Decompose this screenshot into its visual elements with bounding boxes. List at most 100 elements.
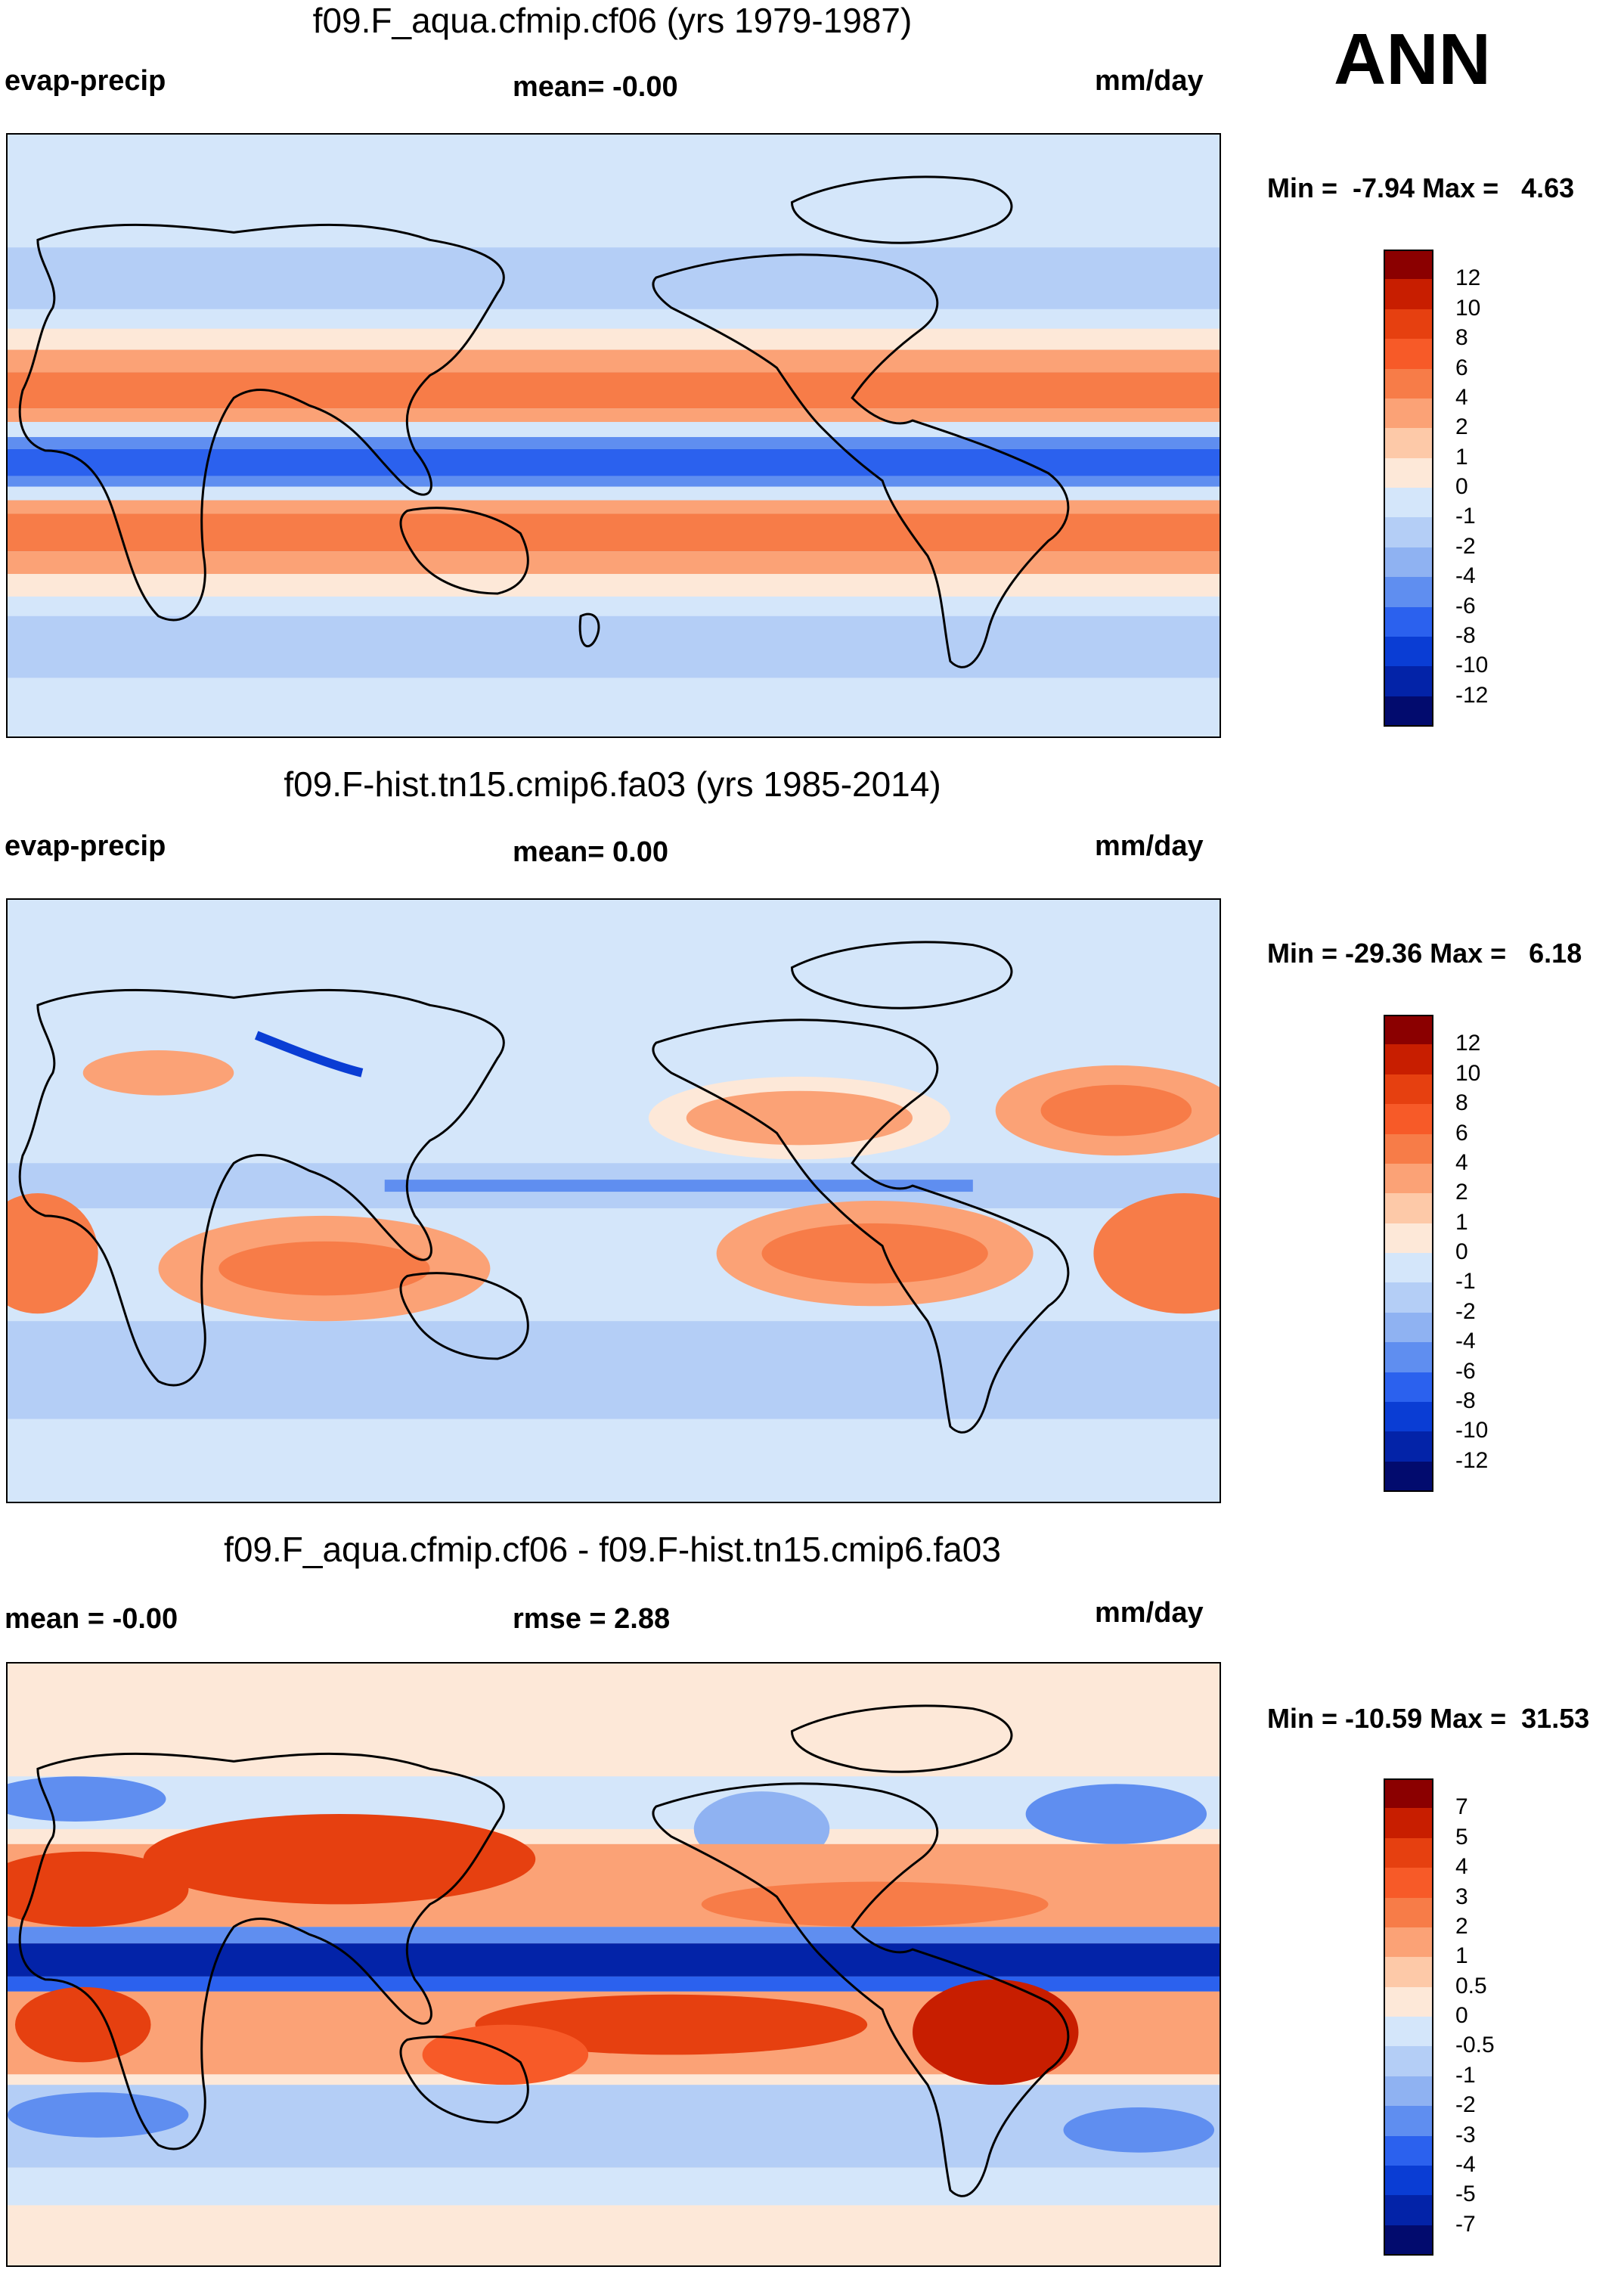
nh-atlantic-neg: [1025, 1784, 1207, 1844]
colorbar-2-segment: [1384, 1104, 1433, 1134]
colorbar-1-label: 10: [1455, 295, 1481, 321]
colorbar-2-segment: [1384, 1372, 1433, 1403]
sh-indian-high-core: [218, 1241, 430, 1296]
colorbar-2-label: -8: [1455, 1388, 1476, 1413]
colorbar-1-label: 0: [1455, 474, 1468, 499]
panel-3-itcz-edge-s: [8, 1976, 1220, 1992]
colorbar-3-segment: [1384, 1808, 1433, 1839]
colorbar-3-segment: [1384, 2195, 1433, 2226]
colorbar-2-label: 10: [1455, 1060, 1481, 1086]
colorbar-2-label: 12: [1455, 1031, 1481, 1056]
colorbar-3-segment: [1384, 1778, 1433, 1809]
colorbar-2-label: 0: [1455, 1239, 1468, 1264]
e-pacific-pos: [701, 1881, 1049, 1927]
panel-3-title: f09.F_aqua.cfmip.cf06 - f09.F-hist.tn15.…: [224, 1530, 1001, 1569]
band-sh-transition: [8, 574, 1220, 597]
colorbar-3-label: 1: [1455, 1943, 1468, 1969]
colorbar-1-segment: [1384, 339, 1433, 369]
s-africa-pos: [14, 1986, 151, 2063]
band-itcz-edge-n: [8, 422, 1220, 437]
colorbar-3-label: -3: [1455, 2122, 1476, 2147]
colorbar-3-label: -0.5: [1455, 2033, 1495, 2058]
colorbar-3-segment: [1384, 1986, 1433, 2017]
colorbar-1-label: 6: [1455, 355, 1468, 380]
nh-atlantic-high-core: [1040, 1084, 1192, 1136]
colorbar-3-segment: [1384, 2135, 1433, 2166]
panel-1-units-label: mm/day: [1095, 65, 1204, 97]
panel-3-units-label: mm/day: [1095, 1597, 1204, 1629]
colorbar-2-label: -2: [1455, 1298, 1476, 1324]
australia-pos: [422, 2024, 589, 2085]
panel-2-title: f09.F-hist.tn15.cmip6.fa03 (yrs 1985-201…: [284, 764, 941, 804]
colorbar-2-segment: [1384, 1401, 1433, 1432]
colorbar-2-segment: [1384, 1193, 1433, 1224]
panel-2-map: [6, 898, 1221, 1503]
panel-2-minmax: Min = -29.36 Max = 6.18: [1267, 938, 1582, 969]
colorbar-2-label: 8: [1455, 1090, 1468, 1116]
band-nh-sub: [8, 309, 1220, 329]
colorbar-2-label: 2: [1455, 1180, 1468, 1205]
panel-1-title: f09.F_aqua.cfmip.cf06 (yrs 1979-1987): [312, 1, 913, 40]
colorbar-3-label: 4: [1455, 1854, 1468, 1880]
colorbar-2-segment: [1384, 1074, 1433, 1105]
europe-neg: [8, 1776, 166, 1822]
colorbar-3-label: 5: [1455, 1824, 1468, 1850]
colorbar-2-segment: [1384, 1342, 1433, 1372]
colorbar-3-label: 0: [1455, 2003, 1468, 2028]
colorbar-1-segment: [1384, 488, 1433, 518]
panel-3-contour-plot: [8, 1664, 1220, 2265]
panel-1-colorbar: [1384, 250, 1433, 727]
colorbar-1-segment: [1384, 457, 1433, 488]
colorbar-2-label: 1: [1455, 1209, 1468, 1235]
band-itcz-edge-s: [8, 486, 1220, 501]
colorbar-3-segment: [1384, 1927, 1433, 1958]
colorbar-1-label: 12: [1455, 265, 1481, 291]
band-itcz-n: [8, 436, 1220, 449]
colorbar-2-label: -10: [1455, 1418, 1489, 1443]
colorbar-3-segment: [1384, 2076, 1433, 2107]
sahara-region: [82, 1050, 234, 1096]
colorbar-1-segment: [1384, 250, 1433, 280]
panel-3-sh-high: [8, 2167, 1220, 2206]
colorbar-1-label: 1: [1455, 444, 1468, 470]
colorbar-2-segment: [1384, 1312, 1433, 1343]
colorbar-1-segment: [1384, 666, 1433, 697]
colorbar-1-label: 8: [1455, 325, 1468, 351]
colorbar-2-segment: [1384, 1044, 1433, 1075]
colorbar-3-label: 7: [1455, 1794, 1468, 1820]
colorbar-2-label: -1: [1455, 1269, 1476, 1295]
colorbar-1-segment: [1384, 696, 1433, 727]
band-sh-trop-edge: [8, 500, 1220, 514]
colorbar-1-segment: [1384, 577, 1433, 607]
s-america-pos: [913, 1979, 1079, 2085]
panel-1-minmax: Min = -7.94 Max = 4.63: [1267, 172, 1575, 203]
colorbar-3-segment: [1384, 1957, 1433, 1988]
band-sh-sub: [8, 596, 1220, 616]
colorbar-1-label: -12: [1455, 682, 1489, 708]
season-label: ANN: [1334, 19, 1491, 100]
colorbar-1-segment: [1384, 398, 1433, 429]
colorbar-2-label: 4: [1455, 1149, 1468, 1175]
colorbar-3-label: -4: [1455, 2151, 1476, 2177]
colorbar-1-segment: [1384, 309, 1433, 340]
panel-1-left-label: evap-precip: [5, 65, 166, 97]
panel-2-contour-plot: [8, 900, 1220, 1502]
band-nh-subtrop-2: [8, 349, 1220, 373]
colorbar-1-segment: [1384, 428, 1433, 459]
colorbar-2-label: -12: [1455, 1447, 1489, 1473]
panel-1-map: [6, 133, 1221, 738]
himalaya-band: [254, 1031, 364, 1078]
colorbar-3-label: -2: [1455, 2092, 1476, 2118]
colorbar-1-label: 4: [1455, 384, 1468, 410]
panel-1-mean-label: mean= -0.00: [513, 71, 678, 103]
panel-3-nh-mid: [8, 1776, 1220, 1829]
panel-2-mean-label: mean= 0.00: [513, 836, 668, 868]
colorbar-1-segment: [1384, 517, 1433, 548]
colorbar-1-label: -4: [1455, 563, 1476, 589]
colorbar-1-label: -6: [1455, 593, 1476, 619]
panel-2-itcz-core: [384, 1180, 973, 1192]
band-itcz-s: [8, 476, 1220, 487]
panel-3-rmse-label: rmse = 2.88: [513, 1603, 671, 1635]
colorbar-2-segment: [1384, 1223, 1433, 1254]
colorbar-3-label: 3: [1455, 1884, 1468, 1909]
